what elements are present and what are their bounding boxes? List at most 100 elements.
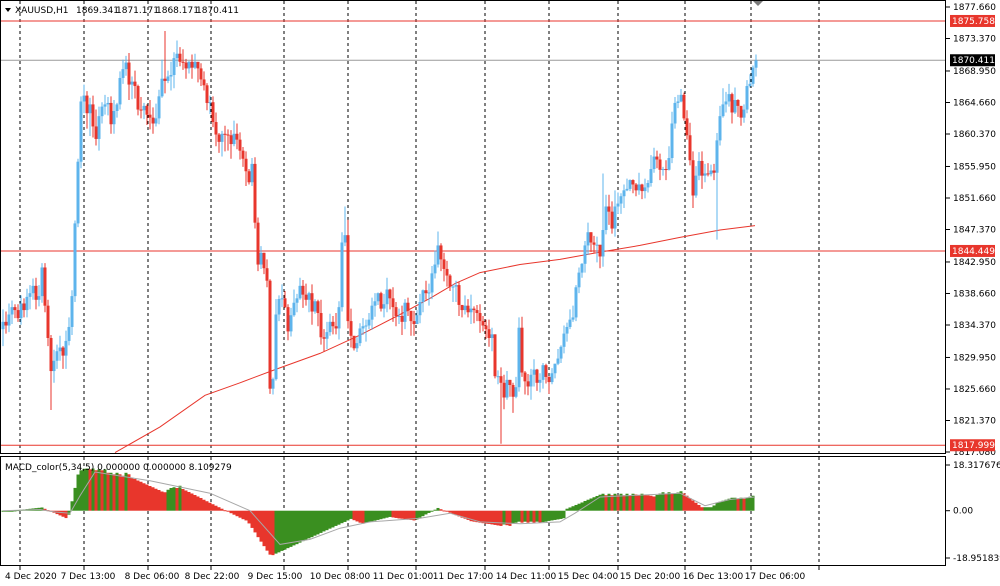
macd-bar <box>634 494 638 511</box>
candle <box>244 151 248 186</box>
macd-bar <box>121 475 125 511</box>
candle-body <box>340 242 344 308</box>
macd-bar <box>742 498 746 511</box>
candle-body <box>457 285 461 305</box>
macd-bar <box>325 510 329 531</box>
header-open: 1869.341 <box>76 6 119 16</box>
candle <box>235 123 239 150</box>
y-tick-label: 1842.950 <box>953 258 996 268</box>
candle-body <box>133 81 137 87</box>
macd-bar <box>40 507 44 511</box>
macd-bar <box>610 495 614 511</box>
candle <box>67 317 71 346</box>
candle-body <box>217 134 221 142</box>
candle-body <box>679 94 683 102</box>
y-tick-label: 1864.660 <box>953 98 996 108</box>
candle <box>481 315 485 332</box>
macd-tick-label: -18.951839 <box>953 554 1000 564</box>
macd-bar <box>505 510 509 526</box>
candle-body <box>640 184 644 192</box>
candle <box>634 183 638 197</box>
candle-body <box>598 244 602 257</box>
macd-bar <box>64 510 68 519</box>
macd-bar <box>400 510 404 519</box>
candle-body <box>496 376 500 378</box>
candle-body <box>493 334 497 377</box>
candle-body <box>553 363 557 374</box>
candle-body <box>148 114 152 118</box>
y-tick-label: 1851.660 <box>953 194 996 204</box>
candle <box>4 311 8 334</box>
macd-bar <box>697 504 701 511</box>
horizontal-levels <box>1 20 945 446</box>
candle-body <box>112 111 116 125</box>
macd-bar <box>373 510 377 521</box>
macd-bar <box>418 510 422 518</box>
macd-bar <box>10 510 14 512</box>
candle-body <box>25 296 29 311</box>
candle-body <box>202 79 206 86</box>
candle <box>136 84 140 116</box>
macd-bar <box>745 497 749 511</box>
candle <box>583 241 587 273</box>
shift-marker-icon[interactable] <box>753 1 763 6</box>
candle-body <box>82 95 86 102</box>
macd-bar <box>472 510 476 522</box>
candle <box>178 47 182 67</box>
candle <box>157 89 161 125</box>
macd-bar <box>550 510 554 521</box>
macd-bar <box>253 510 257 533</box>
candle <box>340 232 344 312</box>
y-tick-label: 1877.660 <box>953 3 996 13</box>
candle-body <box>631 180 635 185</box>
macd-bar <box>355 510 359 522</box>
macd-bar <box>313 510 317 536</box>
macd-bar <box>478 510 482 523</box>
macd-bar <box>643 494 647 511</box>
macd-bar <box>220 508 224 511</box>
candle-body <box>529 374 533 387</box>
candle <box>679 88 683 103</box>
candle-body <box>268 280 272 389</box>
candle-body <box>67 326 71 341</box>
macd-bar <box>709 507 713 511</box>
macd-bar <box>43 508 47 511</box>
macd-bar <box>109 472 113 511</box>
macd-bar <box>199 497 203 511</box>
candle-body <box>439 245 443 260</box>
macd-bar <box>433 509 437 511</box>
candle <box>613 190 617 237</box>
candle-body <box>571 317 575 320</box>
candle <box>172 52 176 89</box>
candle-body <box>64 340 68 356</box>
candle-body <box>346 235 350 322</box>
candle-body <box>742 109 746 118</box>
candle <box>214 112 218 147</box>
candle-body <box>79 101 83 162</box>
macd-title: MACD_color(5,34,5) 0.000000 0.000000 8.1… <box>5 463 232 473</box>
candle-body <box>19 303 23 319</box>
candle <box>520 316 524 377</box>
macd-bar <box>589 498 593 511</box>
candle-body <box>103 104 107 107</box>
x-tick-label: 8 Dec 22:00 <box>185 572 240 582</box>
candle-body <box>334 326 338 329</box>
candle <box>295 293 299 313</box>
candle <box>433 250 437 279</box>
candle <box>574 285 578 322</box>
candle-body <box>292 302 296 316</box>
candle <box>310 284 314 325</box>
level-label: 1844.449 <box>952 247 995 257</box>
macd-bar <box>574 504 578 511</box>
macd-bar <box>94 470 98 511</box>
triangle-down-icon[interactable] <box>5 8 11 12</box>
candle-body <box>376 293 380 302</box>
candle-body <box>469 308 473 313</box>
candle-body <box>730 94 734 113</box>
candle <box>94 109 98 146</box>
candle <box>667 146 671 171</box>
price-axis: 1877.660 1873.370 1868.950 1864.660 1860.370… <box>946 3 996 458</box>
candle <box>505 371 509 400</box>
macd-bar <box>724 499 728 511</box>
candle-body <box>328 321 332 333</box>
